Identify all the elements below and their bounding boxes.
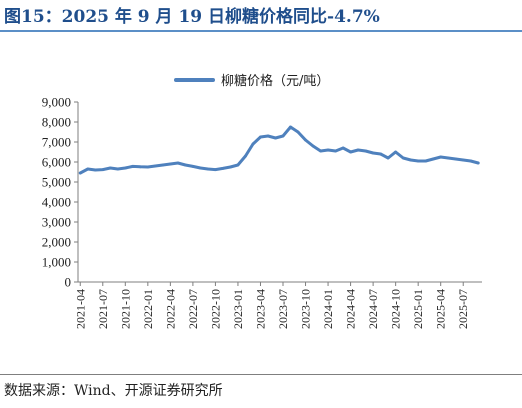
source-note: 数据来源：Wind、开源证券研究所 [4,383,223,399]
x-tick-label: 2023-04 [253,289,267,329]
y-tick-label: 0 [65,275,72,290]
data-point [461,158,465,162]
data-point [251,142,255,146]
x-tick-label: 2022-04 [163,289,177,329]
data-point [386,156,390,160]
data-point [93,168,97,172]
y-axis: 0 1,000 2,000 3,000 4,000 5,000 6,000 7,000 8,00… [42,95,79,290]
data-point [229,165,232,169]
data-point [221,167,225,170]
data-point [206,167,210,171]
data-point [101,168,105,172]
x-tick-label: 2023-10 [299,289,313,329]
data-point [78,171,82,175]
y-tick-label: 3,000 [42,215,71,230]
data-point [334,149,337,153]
data-point [161,163,165,167]
data-point [469,159,473,163]
data-point [379,152,382,156]
legend: 柳糖价格（元/吨） [174,73,329,89]
x-tick-label: 2021-07 [96,289,110,329]
y-tick-label: 4,000 [42,195,71,210]
x-tick-label: 2024-07 [366,289,380,329]
data-point [416,159,420,163]
data-point [431,157,435,161]
data-point [341,146,345,150]
x-tick-label: 2025-01 [411,289,425,329]
y-tick-label: 5,000 [42,175,71,190]
data-point [153,164,157,168]
data-point [138,165,142,169]
data-point [394,150,397,154]
data-point [131,165,135,168]
data-point [476,161,480,165]
x-tick-label: 2023-01 [231,289,245,329]
legend-label: 柳糖价格（元/吨） [221,73,329,89]
data-point [326,148,330,152]
y-tick-label: 6,000 [42,155,71,170]
data-point [244,154,247,158]
y-tick-label: 2,000 [42,235,71,250]
data-point [439,155,443,159]
data-point [454,157,458,161]
x-tick-label: 2025-04 [434,289,448,329]
data-point [176,161,180,165]
line-chart: 柳糖价格（元/吨） 0 1,000 2,000 3,000 4,000 5,000 6,00… [42,73,482,329]
title-divider [0,30,522,32]
data-point [191,165,195,168]
data-point [296,130,300,134]
data-point [371,151,375,155]
x-tick-label: 2024-01 [321,289,335,329]
data-point [108,166,112,170]
data-point [169,162,172,166]
data-point [349,150,352,154]
chart-title: 图15：2025 年 9 月 19 日柳糖价格同比-4.7% [4,7,380,27]
data-point [304,138,307,142]
data-point [146,165,150,169]
data-point [409,158,413,162]
x-tick-label: 2023-07 [276,289,290,329]
y-tick-label: 1,000 [42,255,71,270]
data-point [311,144,315,148]
x-tick-label: 2022-01 [141,289,155,329]
data-point [214,168,217,172]
data-point [199,166,202,170]
data-point [356,148,360,152]
data-point [289,125,292,129]
y-tick-label: 9,000 [42,95,71,110]
footer-divider [0,374,522,375]
data-point [236,163,240,167]
x-tick-label: 2022-07 [186,289,200,329]
data-point [401,156,405,160]
data-point [274,136,277,140]
y-tick-label: 7,000 [42,135,71,150]
data-point [86,167,90,171]
x-axis: 2021-04 2021-07 2021-10 2022-01 2022-04 2022-… [73,281,482,329]
x-tick-label: 2024-04 [344,289,358,329]
x-tick-label: 2025-07 [456,289,470,329]
plot-area [78,125,480,175]
data-point [116,167,120,171]
x-tick-label: 2022-10 [208,289,222,329]
x-tick-label: 2021-04 [73,289,87,329]
data-point [259,135,262,139]
data-point [266,134,270,138]
x-tick-label: 2024-10 [389,289,403,329]
data-point [123,166,127,170]
data-point [364,149,367,153]
data-point [424,159,428,163]
data-point [319,149,322,153]
y-tick-label: 8,000 [42,115,71,130]
x-tick-label: 2021-10 [118,289,132,329]
data-point [184,163,187,167]
data-point [446,156,450,160]
data-point [281,134,285,138]
